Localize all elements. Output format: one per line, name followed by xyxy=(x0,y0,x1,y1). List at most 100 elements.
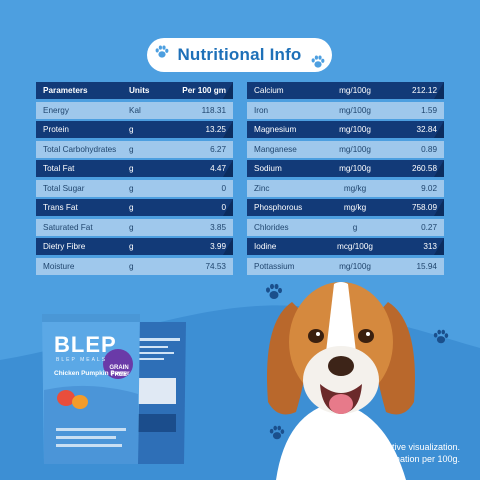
header-parameters: Parameters xyxy=(43,86,88,95)
paw-icon xyxy=(310,54,326,70)
row-unit: g xyxy=(129,242,134,251)
paw-icon xyxy=(154,44,170,60)
nutrition-table-right: Calcium mg/100g 212.12 Iron mg/100g 1.59 Mag… xyxy=(247,82,444,277)
row-unit: Kal xyxy=(129,105,141,115)
row-unit: g xyxy=(129,261,134,271)
table-row: Phosphorous mg/kg 758.09 xyxy=(247,199,444,216)
row-value: 758.09 xyxy=(411,203,437,212)
table-row: Total Carbohydrates g 6.27 xyxy=(36,140,233,158)
table-row: Chlorides g 0.27 xyxy=(247,218,444,236)
paw-icon xyxy=(268,424,286,442)
product-pack-front: BLEP BLEP MEALS Chicken Pumpkin Pawer GR… xyxy=(36,310,146,473)
row-value: 0 xyxy=(221,203,226,212)
row-value: 3.99 xyxy=(210,242,226,251)
row-unit: g xyxy=(129,183,134,193)
caption-line-1: Creative visualization. xyxy=(372,442,460,452)
table-row: Zinc mg/kg 9.02 xyxy=(247,179,444,197)
row-unit: g xyxy=(129,203,134,212)
table-row: Manganese mg/100g 0.89 xyxy=(247,140,444,158)
row-name: Chlorides xyxy=(254,222,289,232)
row-name: Protein xyxy=(43,125,69,134)
row-unit: g xyxy=(352,222,358,232)
badge-line-1: GRAIN xyxy=(109,365,129,371)
row-unit: g xyxy=(129,125,134,134)
header-units: Units xyxy=(129,86,150,95)
table-row: Iron mg/100g 1.59 xyxy=(247,101,444,119)
row-unit: g xyxy=(129,144,134,154)
row-name: Total Carbohydrates xyxy=(43,144,117,154)
row-value: 13.25 xyxy=(205,125,227,134)
row-name: Iodine xyxy=(254,242,277,251)
table-row: Protein g 13.25 xyxy=(36,121,233,138)
table-row: Total Sugar g 0 xyxy=(36,179,233,197)
row-unit: mg/kg xyxy=(343,203,367,212)
row-name: Manganese xyxy=(254,144,297,154)
header-per-100gm: Per 100 gm xyxy=(182,86,226,95)
row-name: Energy xyxy=(43,105,69,115)
row-value: 1.59 xyxy=(421,105,437,115)
row-unit: mg/100g xyxy=(339,105,371,115)
table-row: Calcium mg/100g 212.12 xyxy=(247,82,444,99)
table-row: Magnesium mg/100g 32.84 xyxy=(247,121,444,138)
table-header-row: Parameters Units Per 100 gm xyxy=(36,82,233,99)
caption: Creative visualization. Nutritional infr… xyxy=(332,441,460,465)
row-value: 6.27 xyxy=(210,144,226,154)
row-value: 313 xyxy=(423,242,437,251)
row-value: 9.02 xyxy=(421,183,437,193)
row-value: 0.27 xyxy=(421,222,437,232)
row-name: Saturated Fat xyxy=(43,222,93,232)
row-name: Pottassium xyxy=(254,261,295,271)
row-unit: mg/100g xyxy=(339,144,371,154)
row-name: Total Sugar xyxy=(43,183,85,193)
table-row: Dietry Fibre g 3.99 xyxy=(36,238,233,255)
table-row: Total Fat g 4.47 xyxy=(36,160,233,177)
table-row: Energy Kal 118.31 xyxy=(36,101,233,119)
brand-subtitle: BLEP MEALS xyxy=(56,357,108,363)
row-value: 15.94 xyxy=(416,261,438,271)
row-value: 3.85 xyxy=(210,222,226,232)
table-row: Pottassium mg/100g 15.94 xyxy=(247,257,444,275)
brand-logo: BLEP xyxy=(54,332,117,357)
row-unit: g xyxy=(129,164,134,173)
row-name: Trans Fat xyxy=(43,203,78,212)
row-name: Calcium xyxy=(254,86,284,95)
row-unit: mg/100g xyxy=(339,164,371,173)
grain-free-badge: GRAIN FREE xyxy=(106,365,132,379)
badge-line-2: FREE xyxy=(110,372,127,378)
nutrition-table-left: Parameters Units Per 100 gm Energy Kal 118… xyxy=(36,82,233,277)
row-name: Magnesium xyxy=(254,125,297,134)
row-value: 74.53 xyxy=(205,261,227,271)
page-title: Nutritional Info xyxy=(177,45,302,64)
row-value: 32.84 xyxy=(416,125,438,134)
row-unit: mg/kg xyxy=(343,183,367,193)
row-name: Moisture xyxy=(43,261,75,271)
row-name: Iron xyxy=(254,105,269,115)
row-name: Dietry Fibre xyxy=(43,242,86,251)
row-name: Zinc xyxy=(254,183,270,193)
row-name: Sodium xyxy=(254,164,282,173)
row-unit: mg/100g xyxy=(339,86,371,95)
caption-line-2: Nutritional infromation per 100g. xyxy=(331,454,460,464)
paw-icon xyxy=(432,328,450,346)
row-value: 118.31 xyxy=(201,105,226,115)
row-name: Phosphorous xyxy=(254,203,303,212)
title-pill: Nutritional Info xyxy=(147,38,332,72)
dog-image xyxy=(267,282,415,480)
row-unit: g xyxy=(129,222,134,232)
row-name: Total Fat xyxy=(43,164,75,173)
table-row: Trans Fat g 0 xyxy=(36,199,233,216)
row-unit: mg/100g xyxy=(339,261,371,271)
table-row: Saturated Fat g 3.85 xyxy=(36,218,233,236)
table-row: Moisture g 74.53 xyxy=(36,257,233,275)
row-value: 0 xyxy=(221,183,226,193)
table-row: Iodine mcg/100g 313 xyxy=(247,238,444,255)
table-row: Sodium mg/100g 260.58 xyxy=(247,160,444,177)
product-name: Chicken Pumpkin Pawer xyxy=(54,370,130,377)
row-value: 212.12 xyxy=(411,86,437,95)
row-value: 4.47 xyxy=(210,164,226,173)
row-unit: mg/100g xyxy=(339,125,371,134)
row-unit: mcg/100g xyxy=(337,242,373,251)
row-value: 260.58 xyxy=(411,164,437,173)
row-value: 0.89 xyxy=(421,144,437,154)
paw-icon xyxy=(264,282,284,302)
